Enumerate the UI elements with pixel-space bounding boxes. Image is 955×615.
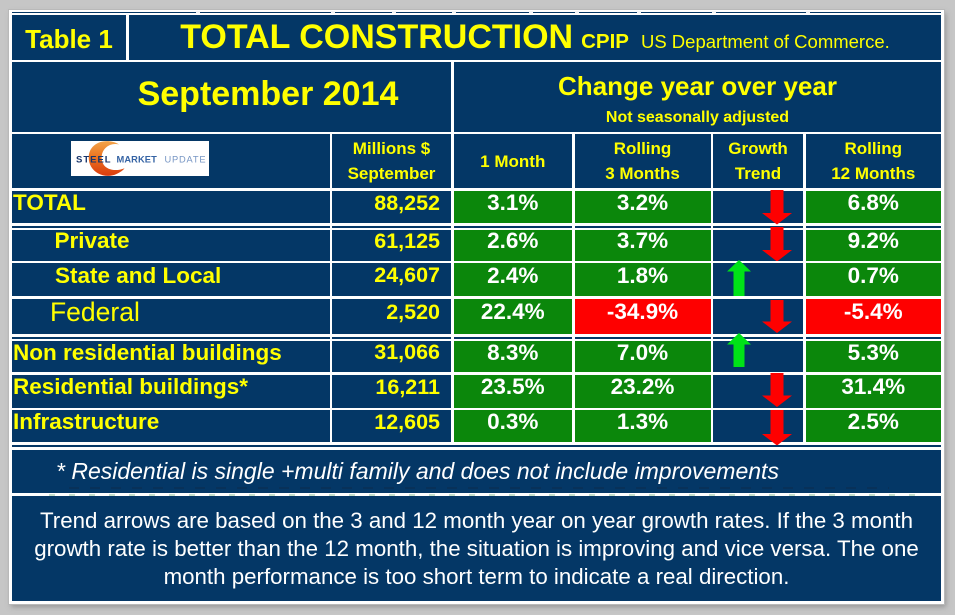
svg-text:UPDATE: UPDATE bbox=[165, 155, 207, 165]
svg-text:MARKET: MARKET bbox=[117, 155, 158, 165]
svg-text:STEEL: STEEL bbox=[76, 155, 112, 166]
